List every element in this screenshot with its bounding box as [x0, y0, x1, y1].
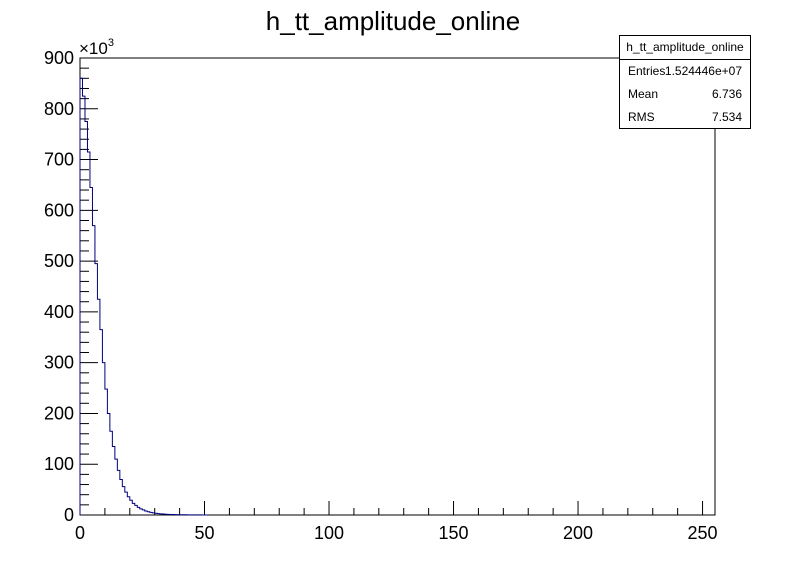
y-tick-label: 400: [44, 302, 74, 322]
stats-box: h_tt_amplitude_online Entries 1.524446e+…: [619, 35, 751, 129]
chart-title: h_tt_amplitude_online: [266, 6, 520, 36]
x-tick-label: 200: [563, 523, 593, 543]
y-tick-label: 0: [64, 505, 74, 525]
y-tick-label: 800: [44, 99, 74, 119]
x-tick-label: 50: [194, 523, 214, 543]
x-tick-label: 150: [439, 523, 469, 543]
stats-row-mean: Mean 6.736: [620, 83, 750, 106]
x-tick-label: 100: [314, 523, 344, 543]
y-scale-base: ×10: [79, 39, 108, 58]
x-tick-label: 0: [75, 523, 85, 543]
y-tick-label: 600: [44, 200, 74, 220]
stats-row-entries: Entries 1.524446e+07: [620, 60, 750, 83]
stats-rms-value: 7.534: [711, 110, 742, 124]
y-tick-label: 300: [44, 353, 74, 373]
x-tick-label: 250: [688, 523, 718, 543]
y-scale-exponent: 3: [108, 37, 114, 49]
stats-entries-value: 1.524446e+07: [664, 64, 742, 78]
stats-row-rms: RMS 7.534: [620, 106, 750, 129]
stats-mean-label: Mean: [628, 87, 659, 101]
y-tick-label: 200: [44, 403, 74, 423]
histogram-series: [79, 77, 208, 516]
y-tick-label: 500: [44, 251, 74, 271]
y-tick-label: 100: [44, 454, 74, 474]
stats-entries-label: Entries: [628, 64, 666, 78]
x-axis: 0 50 100 150 200 250: [75, 501, 718, 543]
y-tick-label: 700: [44, 150, 74, 170]
y-tick-label: 900: [44, 48, 74, 68]
y-scale-label: ×103: [79, 37, 114, 58]
stats-mean-value: 6.736: [711, 87, 742, 101]
stats-title: h_tt_amplitude_online: [620, 36, 750, 60]
y-axis: 0 100 200 300 400 500 600 700 800 900: [44, 48, 98, 525]
stats-rms-label: RMS: [628, 110, 655, 124]
